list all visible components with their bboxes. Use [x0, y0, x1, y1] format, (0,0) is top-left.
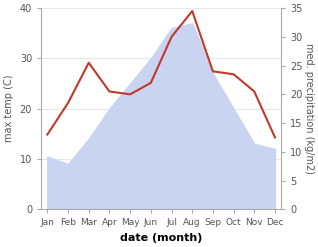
X-axis label: date (month): date (month)	[120, 233, 202, 243]
Y-axis label: med. precipitation (kg/m2): med. precipitation (kg/m2)	[304, 43, 314, 174]
Y-axis label: max temp (C): max temp (C)	[4, 75, 14, 143]
